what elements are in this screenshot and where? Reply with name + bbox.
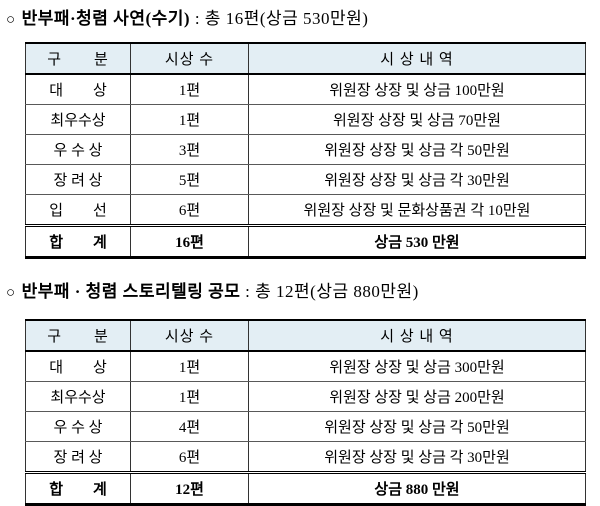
cell-total-details: 상금 530 만원 [248,224,586,258]
cell-category: 장 려 상 [25,164,131,195]
circle-bullet-icon: ○ [6,12,16,28]
circle-bullet-icon: ○ [6,285,16,301]
col-header-count: 시상 수 [130,320,249,352]
cell-count: 6편 [130,194,249,226]
cell-count: 4편 [130,411,249,442]
table-row: 장 려 상 5편 위원장 상장 및 상금 각 30만원 [25,164,586,195]
col-header-category: 구 분 [25,43,131,75]
cell-details: 위원장 상장 및 상금 70만원 [248,104,586,135]
cell-count: 6편 [130,441,249,473]
cell-total-details: 상금 880 만원 [248,471,586,505]
cell-category: 대 상 [25,74,131,105]
cell-count: 1편 [130,104,249,135]
cell-category: 최우수상 [25,381,131,412]
col-header-details: 시 상 내 역 [248,43,586,75]
table-row: 우 수 상 4편 위원장 상장 및 상금 각 50만원 [25,411,586,442]
col-header-count: 시상 수 [130,43,249,75]
table-row: 장 려 상 6편 위원장 상장 및 상금 각 30만원 [25,441,586,473]
col-header-category: 구 분 [25,320,131,352]
table-row: 최우수상 1편 위원장 상장 및 상금 70만원 [25,104,586,135]
col-header-details: 시 상 내 역 [248,320,586,352]
section-title-summary: : 총 12편(상금 880만원) [240,282,419,301]
table-total-row: 합 계 16편 상금 530 만원 [25,224,586,258]
section-title-summary: : 총 16편(상금 530만원) [190,9,369,28]
award-table-storytelling: 구 분 시상 수 시 상 내 역 대 상 1편 위원장 상장 및 상금 300만… [25,319,586,506]
cell-count: 5편 [130,164,249,195]
cell-total-label: 합 계 [25,224,131,258]
table-row: 입 선 6편 위원장 상장 및 문화상품권 각 10만원 [25,194,586,226]
table-header-row: 구 분 시상 수 시 상 내 역 [25,320,586,352]
cell-details: 위원장 상장 및 상금 각 30만원 [248,441,586,473]
award-table-essay: 구 분 시상 수 시 상 내 역 대 상 1편 위원장 상장 및 상금 100만… [25,42,586,259]
table-row: 우 수 상 3편 위원장 상장 및 상금 각 50만원 [25,134,586,165]
table-row: 대 상 1편 위원장 상장 및 상금 100만원 [25,74,586,105]
cell-category: 입 선 [25,194,131,226]
section-title-1: ○ 반부패·청렴 사연(수기) : 총 16편(상금 530만원) [6,7,600,32]
table-total-row: 합 계 12편 상금 880 만원 [25,471,586,505]
cell-details: 위원장 상장 및 상금 각 50만원 [248,411,586,442]
cell-total-label: 합 계 [25,471,131,505]
section-title-main: 반부패·청렴 사연(수기) [21,9,191,28]
cell-count: 1편 [130,381,249,412]
cell-category: 우 수 상 [25,134,131,165]
cell-category: 우 수 상 [25,411,131,442]
cell-category: 대 상 [25,351,131,382]
cell-details: 위원장 상장 및 상금 각 30만원 [248,164,586,195]
cell-category: 장 려 상 [25,441,131,473]
cell-count: 1편 [130,351,249,382]
table-header-row: 구 분 시상 수 시 상 내 역 [25,43,586,75]
cell-total-count: 12편 [130,471,249,505]
cell-details: 위원장 상장 및 상금 100만원 [248,74,586,105]
cell-total-count: 16편 [130,224,249,258]
cell-details: 위원장 상장 및 문화상품권 각 10만원 [248,194,586,226]
cell-count: 3편 [130,134,249,165]
cell-details: 위원장 상장 및 상금 각 50만원 [248,134,586,165]
cell-details: 위원장 상장 및 상금 300만원 [248,351,586,382]
cell-category: 최우수상 [25,104,131,135]
table-row: 대 상 1편 위원장 상장 및 상금 300만원 [25,351,586,382]
section-title-main: 반부패 · 청렴 스토리텔링 공모 [21,282,241,301]
table-row: 최우수상 1편 위원장 상장 및 상금 200만원 [25,381,586,412]
cell-count: 1편 [130,74,249,105]
section-title-2: ○ 반부패 · 청렴 스토리텔링 공모 : 총 12편(상금 880만원) [6,280,600,305]
cell-details: 위원장 상장 및 상금 200만원 [248,381,586,412]
